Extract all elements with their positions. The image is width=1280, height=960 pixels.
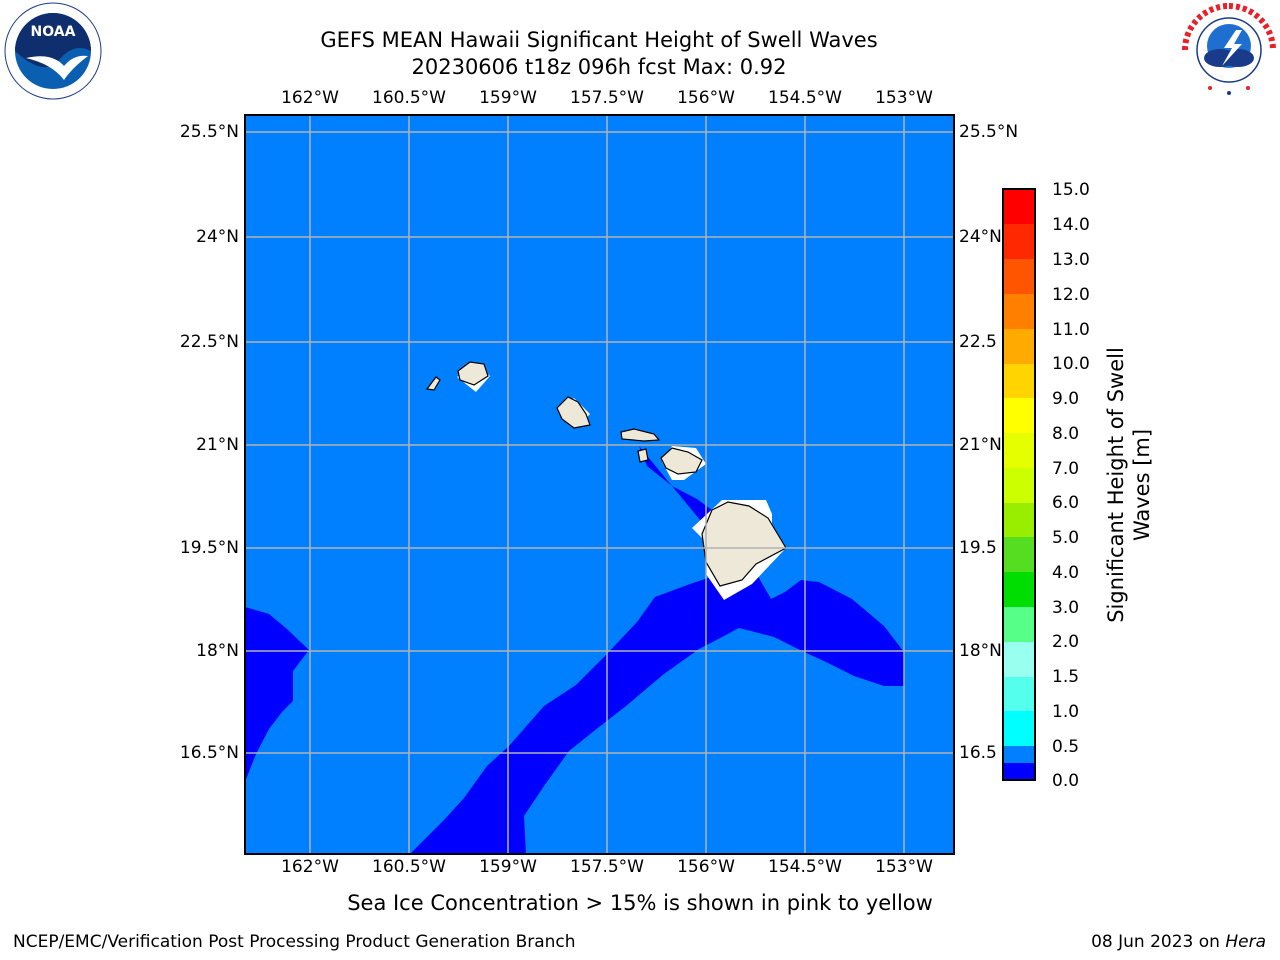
lat-tick-left-16-5n: 16.5°N [179,743,239,763]
colorbar-bin-0-5-1 [1003,711,1035,746]
colorbar-bin-2-3 [1003,607,1035,642]
colorbar-label-0: 0.0 [1052,771,1080,791]
colorbar-bin-1-5-2 [1003,642,1035,677]
colorbar-bin-5-6 [1003,503,1035,537]
colorbar-bin-14-15 [1003,189,1035,224]
lat-tick-right-25-5n: 25.5°N [959,122,1019,142]
island-oahu [556,396,591,429]
lat-tick-left-18n: 18°N [196,641,239,661]
colorbar-bin-7-8 [1003,433,1035,468]
lat-tick-left-25-5n: 25.5°N [179,122,239,142]
footer-credit: NCEP/EMC/Verification Post Processing Pr… [13,932,576,952]
lon-tick-top-160-5w: 160.5°W [372,88,446,108]
nws-logo [1180,2,1278,98]
lon-tick-top-154-5w: 154.5°W [768,88,842,108]
lat-tick-left-19-5n: 19.5°N [179,538,239,558]
lon-tick-top-153w: 153°W [875,88,933,108]
island-kauai [457,361,489,386]
lon-tick-top-156w: 156°W [677,88,735,108]
colorbar-title-line2: Waves [m] [1130,428,1154,542]
lat-tick-left-24n: 24°N [196,227,239,247]
colorbar-bin-4-5 [1003,537,1035,572]
map-frame [244,114,955,855]
footer-date: 08 Jun 2023 on Hera [1091,932,1266,952]
colorbar-label-13: 13.0 [1052,250,1090,270]
colorbar-bin-3-4 [1003,572,1035,607]
lat-tick-right-19-5n: 19.5 [959,538,997,558]
colorbar-label-5: 5.0 [1052,528,1080,548]
colorbar-label-11: 11.0 [1052,320,1090,340]
colorbar-label-6: 6.0 [1052,493,1080,513]
colorbar-label-2: 2.0 [1052,632,1080,652]
colorbar-title: Significant Height of Swell Waves [m] [1103,347,1155,623]
lat-tick-right-21n: 21°N [959,435,1002,455]
noaa-logo: NOAA [4,2,102,100]
colorbar-label-1: 1.0 [1052,702,1080,722]
chart-subtitle: 20230606 t18z 096h fcst Max: 0.92 [411,55,787,79]
colorbar-frame [1002,188,1036,781]
low-swell-region-central [410,446,904,854]
lon-tick-bottom-159w: 159°W [479,857,537,877]
chart-title: GEFS MEAN Hawaii Significant Height of S… [320,28,878,52]
lat-tick-left-21n: 21°N [196,435,239,455]
lon-tick-bottom-154-5w: 154.5°W [768,857,842,877]
noaa-logo-text: NOAA [31,24,76,40]
colorbar-bin-9-10 [1003,364,1035,398]
colorbar-bin-12-13 [1003,259,1035,294]
lat-tick-right-24n: 24°N [959,227,1002,247]
colorbar-label-8: 8.0 [1052,424,1080,444]
colorbar-bin-0-0-5-dark [1003,763,1035,780]
island-maui [660,447,703,475]
footer-machine: Hera [1225,932,1266,952]
colorbar [1002,188,1036,781]
lat-tick-right-18n: 18°N [959,641,1002,661]
lon-tick-top-157-5w: 157.5°W [570,88,644,108]
graticule [245,115,954,854]
lon-tick-top-159w: 159°W [479,88,537,108]
ocean-light-band [245,115,954,854]
colorbar-label-4: 4.0 [1052,563,1080,583]
lon-tick-bottom-153w: 153°W [875,857,933,877]
island-niihau [425,376,441,391]
lon-tick-top-162w: 162°W [281,88,339,108]
colorbar-bin-1-1-5 [1003,677,1035,711]
colorbar-bin-8-9 [1003,398,1035,433]
island-molokai [620,428,661,442]
lon-tick-bottom-157-5w: 157.5°W [570,857,644,877]
island-lanai [637,448,649,463]
colorbar-bin-13-14 [1003,224,1035,259]
island-big-island [701,501,787,587]
lat-tick-right-16-5n: 16.5 [959,743,997,763]
sea-ice-note-text: Sea Ice Concentration > 15% is shown in … [347,891,933,915]
colorbar-bin-0-0-5-light [1003,746,1035,763]
nws-lightning-cloud-logo [1182,3,1276,96]
colorbar-label-3: 3.0 [1052,598,1080,618]
colorbar-bin-10-11 [1003,329,1035,364]
lon-tick-bottom-162w: 162°W [281,857,339,877]
colorbar-label-0-5: 0.5 [1052,737,1080,757]
colorbar-label-12: 12.0 [1052,285,1090,305]
colorbar-bin-6-7 [1003,468,1035,503]
colorbar-bin-11-12 [1003,294,1035,329]
footer-date-text: 08 Jun 2023 on [1091,932,1226,952]
lat-tick-left-22-5n: 22.5°N [179,332,239,352]
lon-tick-bottom-156w: 156°W [677,857,735,877]
colorbar-label-7: 7.0 [1052,459,1080,479]
noaa-seagull-logo: NOAA [4,2,102,100]
colorbar-label-9: 9.0 [1052,389,1080,409]
colorbar-title-line1: Significant Height of Swell [1104,347,1128,623]
colorbar-label-1-5: 1.5 [1052,667,1080,687]
colorbar-label-15: 15.0 [1052,180,1090,200]
colorbar-label-10: 10.0 [1052,354,1090,374]
swell-height-map [244,114,955,855]
lon-tick-bottom-160-5w: 160.5°W [372,857,446,877]
sea-ice-note: Sea Ice Concentration > 15% is shown in … [0,891,1280,915]
colorbar-label-14: 14.0 [1052,215,1090,235]
lat-tick-right-22-5n: 22.5 [959,332,997,352]
